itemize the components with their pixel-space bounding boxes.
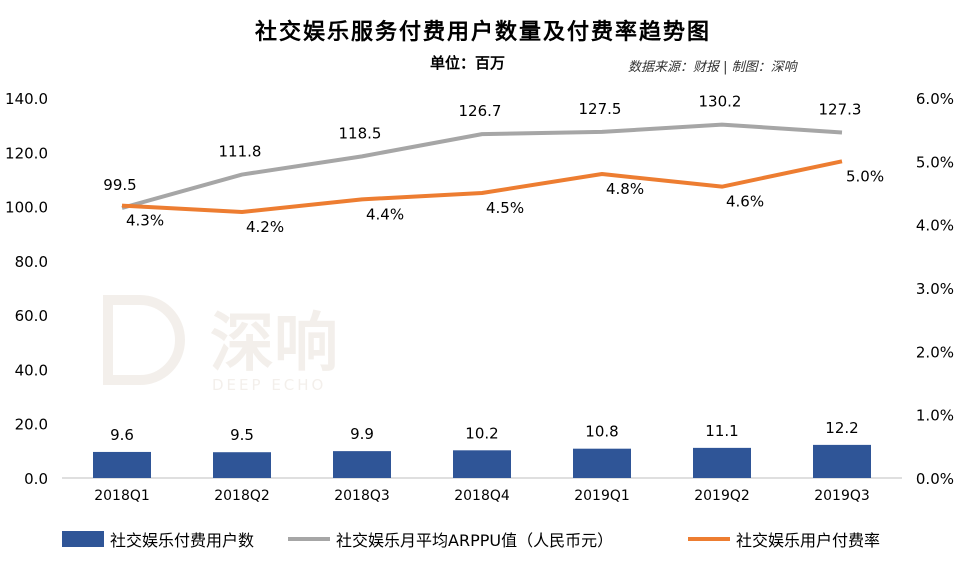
arppu-data-label: 126.7 xyxy=(459,102,502,120)
bar-paying-users xyxy=(693,447,751,478)
y-right-tick-label: 6.0% xyxy=(916,90,954,108)
y-right-tick-label: 5.0% xyxy=(916,153,954,171)
rate-data-label: 4.8% xyxy=(606,180,644,198)
y-left-tick-label: 140.0 xyxy=(5,90,48,108)
x-tick-label: 2019Q2 xyxy=(694,488,750,504)
bar-data-label: 9.9 xyxy=(350,425,374,443)
x-tick-label: 2018Q3 xyxy=(334,488,390,504)
arppu-data-label: 127.3 xyxy=(819,100,862,118)
arppu-data-label: 99.5 xyxy=(103,176,136,194)
bar-paying-users xyxy=(333,451,391,478)
y-left-tick-label: 40.0 xyxy=(15,361,48,379)
watermark-en: DEEP ECHO xyxy=(212,376,326,394)
y-left-tick-label: 0.0 xyxy=(24,470,48,488)
legend-label-paying-users: 社交娱乐付费用户数 xyxy=(110,531,255,550)
arppu-data-label: 118.5 xyxy=(339,124,382,142)
bar-paying-users xyxy=(213,452,271,478)
x-tick-label: 2018Q2 xyxy=(214,488,270,504)
y-right-tick-label: 2.0% xyxy=(916,343,954,361)
rate-data-label: 5.0% xyxy=(846,167,884,185)
chart-title: 社交娱乐服务付费用户数量及付费率趋势图 xyxy=(254,20,711,45)
y-left-tick-label: 100.0 xyxy=(5,199,48,217)
arppu-data-label: 111.8 xyxy=(219,143,262,161)
legend-item-pay-rate: 社交娱乐用户付费率 xyxy=(688,527,880,551)
arppu-data-label: 130.2 xyxy=(699,93,742,111)
y-left-tick-label: 20.0 xyxy=(15,416,48,434)
bar-data-label: 11.1 xyxy=(705,422,738,440)
bar-data-label: 12.2 xyxy=(825,419,858,437)
y-right-tick-label: 0.0% xyxy=(916,470,954,488)
arppu-data-label: 127.5 xyxy=(579,100,622,118)
line-arppu xyxy=(121,122,843,210)
x-tick-label: 2018Q4 xyxy=(454,488,510,504)
bar-data-label: 10.8 xyxy=(585,423,618,441)
y-right-tick-label: 3.0% xyxy=(916,280,954,298)
legend-swatch-arppu xyxy=(288,537,330,541)
y-right-tick-label: 1.0% xyxy=(916,407,954,425)
x-tick-label: 2018Q1 xyxy=(94,488,150,504)
y-right-tick-label: 4.0% xyxy=(916,217,954,235)
x-tick-label: 2019Q1 xyxy=(574,488,630,504)
rate-data-label: 4.6% xyxy=(726,193,764,211)
legend-item-paying-users: 社交娱乐付费用户数 xyxy=(62,527,254,551)
watermark-logo: 深响 DEEP ECHO xyxy=(103,295,338,394)
bar-paying-users xyxy=(573,448,631,478)
line-pay-rate xyxy=(121,159,843,214)
bar-paying-users xyxy=(93,451,151,478)
y-left-tick-label: 60.0 xyxy=(15,307,48,325)
unit-label: 单位：百万 xyxy=(430,54,506,72)
bar-paying-users xyxy=(453,450,511,478)
legend: 社交娱乐付费用户数 社交娱乐月平均ARPPU值（人民币元） 社交娱乐用户付费率 xyxy=(0,527,966,553)
bar-data-label: 10.2 xyxy=(465,424,498,442)
watermark-cn: 深响 xyxy=(210,307,338,381)
rate-data-label: 4.4% xyxy=(366,205,404,223)
legend-label-pay-rate: 社交娱乐用户付费率 xyxy=(736,531,881,550)
watermark-logo-shape xyxy=(103,295,185,385)
x-tick-label: 2019Q3 xyxy=(814,488,870,504)
legend-swatch-pay-rate xyxy=(688,537,730,541)
legend-label-arppu: 社交娱乐月平均ARPPU值（人民币元） xyxy=(336,531,614,550)
rate-data-label: 4.2% xyxy=(246,218,284,236)
bar-data-label: 9.6 xyxy=(110,426,134,444)
bar-paying-users xyxy=(813,444,871,478)
y-left-tick-label: 80.0 xyxy=(15,253,48,271)
y-left-tick-label: 120.0 xyxy=(5,144,48,162)
rate-data-label: 4.5% xyxy=(486,199,524,217)
source-label: 数据来源：财报 | 制图：深响 xyxy=(628,60,797,75)
legend-item-arppu: 社交娱乐月平均ARPPU值（人民币元） xyxy=(288,527,613,551)
rate-data-label: 4.3% xyxy=(126,212,164,230)
bar-data-label: 9.5 xyxy=(230,426,254,444)
legend-swatch-bar xyxy=(62,531,104,547)
